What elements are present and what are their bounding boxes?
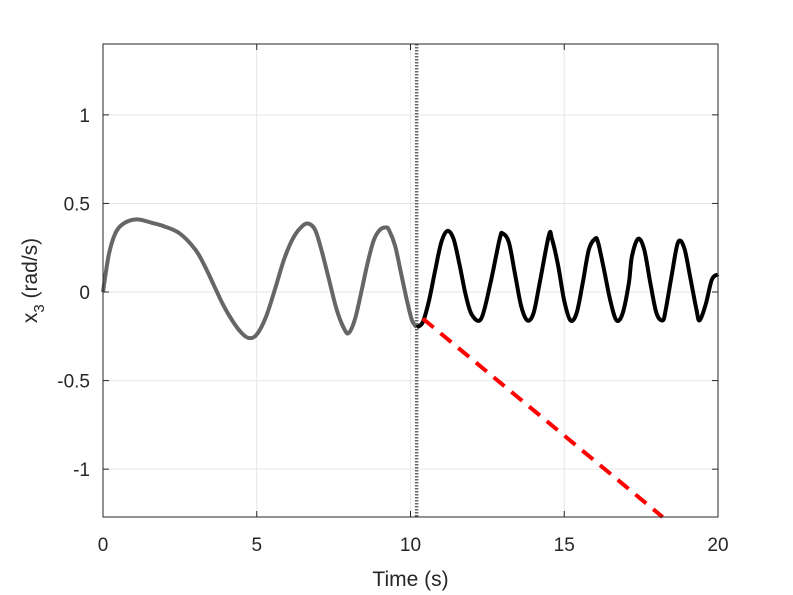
- y-tick-label: 0: [79, 283, 90, 304]
- x-tick-label: 20: [707, 535, 728, 556]
- x-tick-label: 5: [251, 535, 262, 556]
- y-tick-label: 1: [79, 106, 90, 127]
- y-axis-label-main: x: [19, 312, 42, 323]
- x-tick-label: 15: [554, 535, 575, 556]
- x-tick-label: 10: [400, 535, 421, 556]
- y-tick-label: -1: [73, 460, 90, 481]
- y-axis-label-subscript: 3: [31, 304, 48, 312]
- y-axis-label: x3 (rad/s): [19, 238, 48, 323]
- series-line-dashed: [421, 317, 664, 519]
- x-tick-label: 0: [98, 535, 109, 556]
- grid: [102, 44, 719, 517]
- series-line-after: [415, 228, 720, 330]
- y-tick-label: 0.5: [64, 194, 90, 215]
- y-tick-label: -0.5: [57, 372, 90, 393]
- series-line-before: [101, 217, 419, 341]
- x-axis-label: Time (s): [372, 568, 448, 591]
- series-group: [101, 217, 720, 519]
- y-axis-label-unit: (rad/s): [19, 238, 42, 305]
- ticks: 0 5 10 15 20 -1 -0.5 0 0.5 1: [57, 44, 729, 556]
